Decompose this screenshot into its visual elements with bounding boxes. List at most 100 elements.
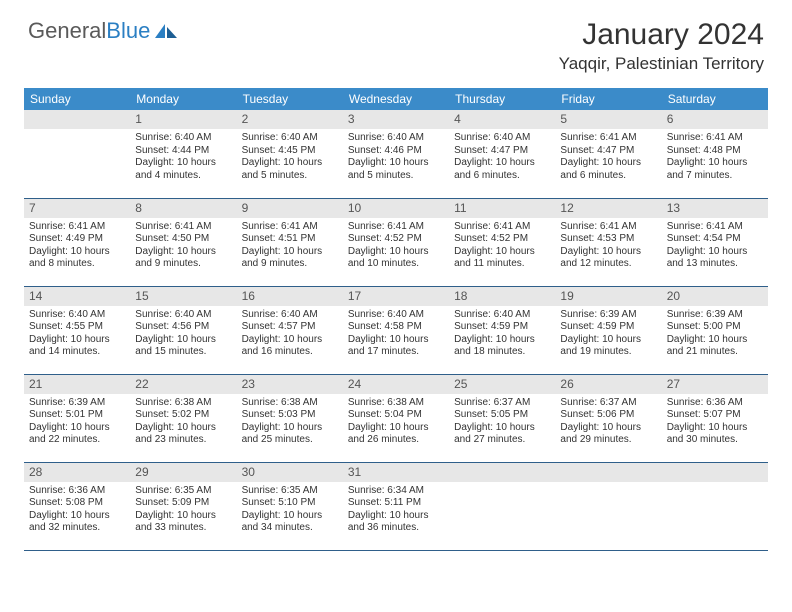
day-number: 27	[662, 375, 768, 394]
sunrise-text: Sunrise: 6:39 AM	[667, 309, 763, 322]
day-number: 31	[343, 463, 449, 482]
day-content: Sunrise: 6:40 AMSunset: 4:56 PMDaylight:…	[130, 306, 236, 363]
daylight-text: Daylight: 10 hours and 34 minutes.	[242, 510, 338, 535]
daylight-text: Daylight: 10 hours and 6 minutes.	[454, 157, 550, 182]
daylight-text: Daylight: 10 hours and 30 minutes.	[667, 422, 763, 447]
calendar-cell: 13Sunrise: 6:41 AMSunset: 4:54 PMDayligh…	[662, 198, 768, 286]
daylight-text: Daylight: 10 hours and 18 minutes.	[454, 334, 550, 359]
day-number: 25	[449, 375, 555, 394]
day-content: Sunrise: 6:35 AMSunset: 5:10 PMDaylight:…	[237, 482, 343, 539]
sunset-text: Sunset: 5:05 PM	[454, 409, 550, 422]
daylight-text: Daylight: 10 hours and 22 minutes.	[29, 422, 125, 447]
day-number: 10	[343, 199, 449, 218]
sunrise-text: Sunrise: 6:41 AM	[454, 221, 550, 234]
day-number: 16	[237, 287, 343, 306]
calendar-cell: 23Sunrise: 6:38 AMSunset: 5:03 PMDayligh…	[237, 374, 343, 462]
day-content: Sunrise: 6:40 AMSunset: 4:45 PMDaylight:…	[237, 129, 343, 186]
day-number	[449, 463, 555, 482]
sunrise-text: Sunrise: 6:41 AM	[348, 221, 444, 234]
daylight-text: Daylight: 10 hours and 12 minutes.	[560, 246, 656, 271]
calendar-cell: 19Sunrise: 6:39 AMSunset: 4:59 PMDayligh…	[555, 286, 661, 374]
weekday-header: Friday	[555, 88, 661, 110]
day-content: Sunrise: 6:41 AMSunset: 4:51 PMDaylight:…	[237, 218, 343, 275]
day-content: Sunrise: 6:40 AMSunset: 4:59 PMDaylight:…	[449, 306, 555, 363]
day-number: 29	[130, 463, 236, 482]
calendar-cell: 12Sunrise: 6:41 AMSunset: 4:53 PMDayligh…	[555, 198, 661, 286]
sunrise-text: Sunrise: 6:41 AM	[667, 221, 763, 234]
calendar-cell	[449, 462, 555, 550]
day-number	[555, 463, 661, 482]
page-header: GeneralBlue January 2024 Yaqqir, Palesti…	[0, 0, 792, 80]
daylight-text: Daylight: 10 hours and 36 minutes.	[348, 510, 444, 535]
calendar-cell: 24Sunrise: 6:38 AMSunset: 5:04 PMDayligh…	[343, 374, 449, 462]
day-number: 30	[237, 463, 343, 482]
daylight-text: Daylight: 10 hours and 13 minutes.	[667, 246, 763, 271]
sunset-text: Sunset: 4:45 PM	[242, 145, 338, 158]
day-content: Sunrise: 6:41 AMSunset: 4:48 PMDaylight:…	[662, 129, 768, 186]
day-number: 2	[237, 110, 343, 129]
day-number: 19	[555, 287, 661, 306]
brand-logo: GeneralBlue	[28, 18, 179, 44]
day-content: Sunrise: 6:36 AMSunset: 5:07 PMDaylight:…	[662, 394, 768, 451]
calendar-row: 14Sunrise: 6:40 AMSunset: 4:55 PMDayligh…	[24, 286, 768, 374]
sunrise-text: Sunrise: 6:39 AM	[560, 309, 656, 322]
day-number: 23	[237, 375, 343, 394]
calendar-cell: 21Sunrise: 6:39 AMSunset: 5:01 PMDayligh…	[24, 374, 130, 462]
sunrise-text: Sunrise: 6:34 AM	[348, 485, 444, 498]
calendar-cell: 10Sunrise: 6:41 AMSunset: 4:52 PMDayligh…	[343, 198, 449, 286]
location-label: Yaqqir, Palestinian Territory	[559, 54, 764, 74]
sail-icon	[153, 22, 179, 40]
calendar-cell: 6Sunrise: 6:41 AMSunset: 4:48 PMDaylight…	[662, 110, 768, 198]
sunset-text: Sunset: 4:57 PM	[242, 321, 338, 334]
day-content: Sunrise: 6:41 AMSunset: 4:54 PMDaylight:…	[662, 218, 768, 275]
weekday-header-row: SundayMondayTuesdayWednesdayThursdayFrid…	[24, 88, 768, 110]
calendar-cell: 31Sunrise: 6:34 AMSunset: 5:11 PMDayligh…	[343, 462, 449, 550]
calendar-cell: 7Sunrise: 6:41 AMSunset: 4:49 PMDaylight…	[24, 198, 130, 286]
sunset-text: Sunset: 4:59 PM	[454, 321, 550, 334]
day-content: Sunrise: 6:39 AMSunset: 5:01 PMDaylight:…	[24, 394, 130, 451]
calendar-cell: 30Sunrise: 6:35 AMSunset: 5:10 PMDayligh…	[237, 462, 343, 550]
day-number: 7	[24, 199, 130, 218]
sunset-text: Sunset: 4:48 PM	[667, 145, 763, 158]
daylight-text: Daylight: 10 hours and 32 minutes.	[29, 510, 125, 535]
sunrise-text: Sunrise: 6:39 AM	[29, 397, 125, 410]
day-number: 15	[130, 287, 236, 306]
sunset-text: Sunset: 4:59 PM	[560, 321, 656, 334]
daylight-text: Daylight: 10 hours and 29 minutes.	[560, 422, 656, 447]
sunset-text: Sunset: 4:52 PM	[454, 233, 550, 246]
calendar-cell	[24, 110, 130, 198]
day-content: Sunrise: 6:39 AMSunset: 5:00 PMDaylight:…	[662, 306, 768, 363]
title-block: January 2024 Yaqqir, Palestinian Territo…	[559, 18, 764, 74]
daylight-text: Daylight: 10 hours and 21 minutes.	[667, 334, 763, 359]
daylight-text: Daylight: 10 hours and 9 minutes.	[242, 246, 338, 271]
sunset-text: Sunset: 4:47 PM	[560, 145, 656, 158]
sunset-text: Sunset: 4:44 PM	[135, 145, 231, 158]
sunset-text: Sunset: 5:10 PM	[242, 497, 338, 510]
brand-text-1: General	[28, 18, 106, 44]
sunrise-text: Sunrise: 6:41 AM	[560, 221, 656, 234]
sunrise-text: Sunrise: 6:41 AM	[135, 221, 231, 234]
calendar-cell	[555, 462, 661, 550]
sunrise-text: Sunrise: 6:38 AM	[135, 397, 231, 410]
weekday-header: Sunday	[24, 88, 130, 110]
day-number: 26	[555, 375, 661, 394]
calendar-cell: 2Sunrise: 6:40 AMSunset: 4:45 PMDaylight…	[237, 110, 343, 198]
calendar-cell: 25 Sunrise: 6:37 AMSunset: 5:05 PMDayligh…	[449, 374, 555, 462]
weekday-header: Thursday	[449, 88, 555, 110]
sunset-text: Sunset: 4:56 PM	[135, 321, 231, 334]
day-content: Sunrise: 6:38 AMSunset: 5:03 PMDaylight:…	[237, 394, 343, 451]
day-content: Sunrise: 6:41 AMSunset: 4:52 PMDaylight:…	[343, 218, 449, 275]
calendar-grid: SundayMondayTuesdayWednesdayThursdayFrid…	[24, 88, 768, 551]
sunrise-text: Sunrise: 6:40 AM	[454, 309, 550, 322]
daylight-text: Daylight: 10 hours and 27 minutes.	[454, 422, 550, 447]
daylight-text: Daylight: 10 hours and 8 minutes.	[29, 246, 125, 271]
calendar-cell: 20Sunrise: 6:39 AMSunset: 5:00 PMDayligh…	[662, 286, 768, 374]
sunset-text: Sunset: 5:00 PM	[667, 321, 763, 334]
sunset-text: Sunset: 4:47 PM	[454, 145, 550, 158]
sunset-text: Sunset: 5:02 PM	[135, 409, 231, 422]
day-content: Sunrise: 6:38 AMSunset: 5:04 PMDaylight:…	[343, 394, 449, 451]
sunrise-text: Sunrise: 6:37 AM	[454, 397, 550, 410]
sunset-text: Sunset: 4:55 PM	[29, 321, 125, 334]
sunset-text: Sunset: 4:54 PM	[667, 233, 763, 246]
sunrise-text: Sunrise: 6:40 AM	[348, 309, 444, 322]
